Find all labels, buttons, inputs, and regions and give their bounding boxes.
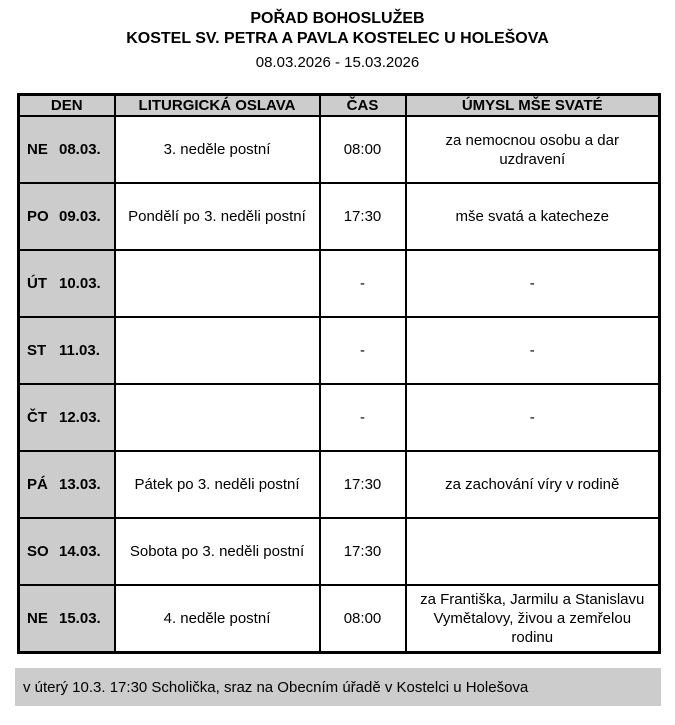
day-date: 12.03. [59, 409, 101, 426]
intention-cell: - [404, 383, 661, 452]
day-date: 10.03. [59, 275, 101, 292]
time-cell: 17:30 [318, 182, 407, 251]
day-date: 14.03. [59, 543, 101, 560]
page-title: POŘAD BOHOSLUŽEB [250, 10, 425, 27]
page-subtitle: KOSTEL SV. PETRA A PAVLA KOSTELEC U HOLE… [126, 30, 549, 47]
day-abbreviation: ČT [27, 409, 47, 426]
day-cell: ÚT 10.03. [17, 249, 116, 318]
time-cell: 17:30 [318, 450, 407, 519]
time-cell: - [318, 316, 407, 385]
celebration-cell: Pondělí po 3. neděli postní [113, 182, 321, 251]
intention-cell: za zachování víry v rodině [404, 450, 661, 519]
intention-cell: - [404, 316, 661, 385]
table-row: ST 11.03. - - [17, 316, 661, 385]
day-date: 15.03. [59, 609, 101, 627]
day-cell: PÁ 13.03. [17, 450, 116, 519]
table-row: NE 08.03. 3. neděle postní 08:00 za nemoc… [17, 115, 661, 184]
table-row: PO 09.03. Pondělí po 3. neděli postní 17:… [17, 182, 661, 251]
celebration-cell: 4. neděle postní [113, 584, 321, 653]
day-abbreviation: ST [27, 342, 47, 359]
day-cell: PO 09.03. [17, 182, 116, 251]
intention-cell: - [404, 249, 661, 318]
day-abbreviation: SO [27, 543, 49, 560]
day-date: 08.03. [59, 141, 101, 158]
day-cell: ČT 12.03. [17, 383, 116, 452]
table-row: ČT 12.03. - - [17, 383, 661, 452]
schedule-body: NE 08.03. 3. neděle postní 08:00 za nemoc… [17, 115, 661, 653]
time-cell: 08:00 [318, 115, 407, 184]
document-header: POŘAD BOHOSLUŽEB KOSTEL SV. PETRA A PAVL… [0, 0, 675, 72]
day-cell: SO 14.03. [17, 517, 116, 586]
date-range: 08.03.2026 - 15.03.2026 [255, 54, 420, 71]
footer-note-bar: v úterý 10.3. 17:30 Scholička, sraz na O… [15, 668, 661, 706]
day-cell: NE 15.03. [17, 584, 116, 653]
day-cell: NE 08.03. [17, 115, 116, 184]
day-cell: ST 11.03. [17, 316, 116, 385]
intention-cell: mše svatá a katecheze [404, 182, 661, 251]
day-abbreviation: ÚT [27, 275, 47, 292]
celebration-cell: Pátek po 3. neděli postní [113, 450, 321, 519]
column-header-umysl-mse-svate: ÚMYSL MŠE SVATÉ [404, 93, 661, 117]
intention-cell: za Františka, Jarmilu a Stanislavu Vymět… [404, 584, 661, 653]
celebration-cell: Sobota po 3. neděli postní [113, 517, 321, 586]
day-abbreviation: PÁ [27, 476, 48, 493]
column-header-liturgicka-oslava: LITURGICKÁ OSLAVA [113, 93, 321, 117]
time-cell: - [318, 383, 407, 452]
footer-note-text: v úterý 10.3. 17:30 Scholička, sraz na O… [23, 678, 529, 696]
intention-cell: za nemocnou osobu a dar uzdravení [404, 115, 661, 184]
column-header-den: DEN [17, 93, 116, 117]
intention-cell [404, 517, 661, 586]
day-date: 09.03. [59, 208, 101, 225]
table-header-row: DEN LITURGICKÁ OSLAVA ČAS ÚMYSL MŠE SVAT… [17, 93, 661, 117]
celebration-cell [113, 383, 321, 452]
column-header-cas: ČAS [318, 93, 407, 117]
schedule-table: DEN LITURGICKÁ OSLAVA ČAS ÚMYSL MŠE SVAT… [17, 93, 661, 654]
time-cell: 17:30 [318, 517, 407, 586]
table-row: NE 15.03. 4. neděle postní 08:00 za Frant… [17, 584, 661, 653]
day-abbreviation: NE [27, 609, 48, 627]
day-abbreviation: PO [27, 208, 49, 225]
day-date: 11.03. [59, 342, 100, 359]
celebration-cell [113, 249, 321, 318]
celebration-cell: 3. neděle postní [113, 115, 321, 184]
time-cell: 08:00 [318, 584, 407, 653]
day-abbreviation: NE [27, 141, 48, 158]
celebration-cell [113, 316, 321, 385]
table-row: SO 14.03. Sobota po 3. neděli postní 17:3… [17, 517, 661, 586]
table-row: ÚT 10.03. - - [17, 249, 661, 318]
day-date: 13.03. [59, 476, 101, 493]
time-cell: - [318, 249, 407, 318]
table-row: PÁ 13.03. Pátek po 3. neděli postní 17:30… [17, 450, 661, 519]
